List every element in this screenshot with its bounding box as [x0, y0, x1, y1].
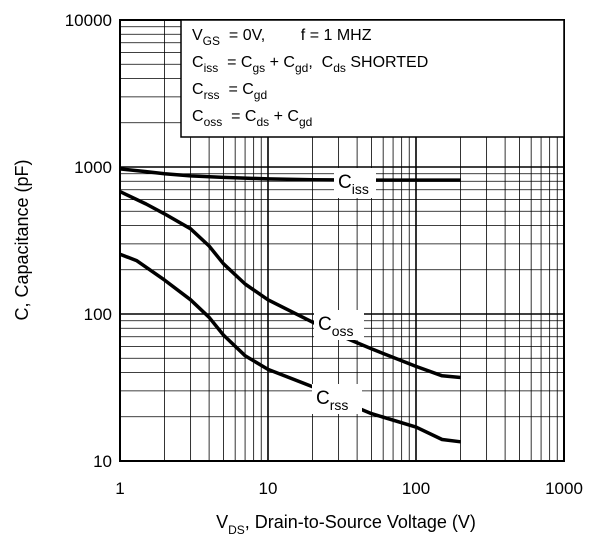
- legend-line: Ciss = Cgs + Cgd, Cds SHORTED: [192, 54, 428, 75]
- curve-ciss: [119, 167, 461, 182]
- x-axis-title: VDS, Drain-to-Source Voltage (V): [216, 512, 476, 537]
- x-tick-label: 1000: [545, 479, 583, 498]
- curve-label-ciss: Ciss: [338, 172, 369, 197]
- curve-crss: [119, 252, 461, 444]
- legend-box: VGS = 0V, f = 1 MHZ Ciss = Cgs + Cgd, Cds…: [180, 19, 565, 138]
- y-tick-label: 10: [93, 452, 112, 471]
- x-tick-label: 10: [259, 479, 278, 498]
- curve-label-coss: Coss: [318, 314, 354, 339]
- curve-coss: [119, 190, 461, 380]
- curve-label-bg: [314, 310, 364, 340]
- x-axis-title-rest: , Drain-to-Source Voltage (V): [245, 512, 476, 532]
- legend-frame: [180, 19, 565, 138]
- legend-line: VGS = 0V, f = 1 MHZ: [192, 27, 372, 48]
- curve-label-crss: Crss: [316, 388, 348, 413]
- y-tick-label: 1000: [74, 158, 112, 177]
- y-tick-label: 10000: [65, 11, 112, 30]
- curve-labels: Ciss Coss Crss: [312, 168, 376, 414]
- legend-line: Coss = Cds + Cgd: [192, 108, 312, 129]
- y-axis-title: C, Capacitance (pF): [12, 159, 32, 320]
- x-axis-title-main: V: [216, 512, 228, 532]
- y-tick-label: 100: [84, 305, 112, 324]
- curve-label-bg: [334, 168, 376, 198]
- x-axis-title-sub: DS: [228, 523, 245, 537]
- legend-line: Crss = Cgd: [192, 81, 267, 102]
- x-tick-label: 100: [402, 479, 430, 498]
- x-tick-label: 1: [115, 479, 124, 498]
- data-curves: [119, 167, 461, 444]
- curve-label-bg: [312, 384, 362, 414]
